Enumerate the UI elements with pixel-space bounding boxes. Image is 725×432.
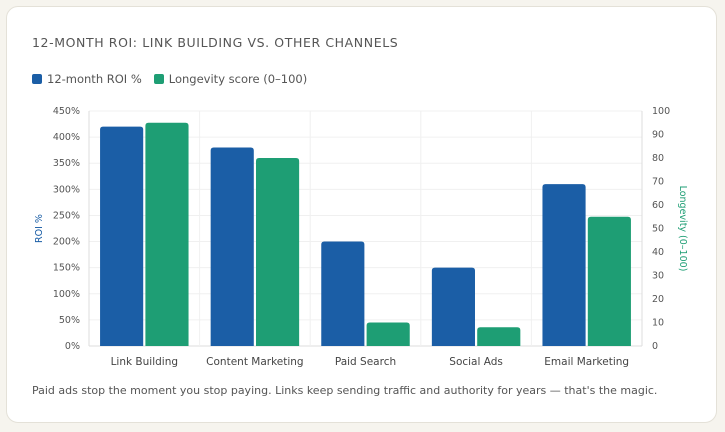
x-tick-label: Content Marketing xyxy=(206,356,303,368)
y-tick-label: 150% xyxy=(53,263,80,274)
bar-roi xyxy=(100,126,144,346)
legend-item-longevity[interactable]: Longevity score (0–100) xyxy=(153,72,308,86)
bar-longevity xyxy=(145,122,189,346)
y2-tick-label: 90 xyxy=(652,130,664,141)
y-tick-label: 100% xyxy=(53,289,80,300)
x-tick-label: Social Ads xyxy=(449,356,503,368)
y2-tick-label: 70 xyxy=(652,177,664,188)
y-tick-label: 350% xyxy=(53,158,80,169)
footnote: Paid ads stop the moment you stop paying… xyxy=(32,384,658,397)
legend-swatch xyxy=(153,74,164,84)
bar-longevity xyxy=(477,327,521,346)
y-tick-label: 50% xyxy=(59,315,80,326)
y2-tick-label: 40 xyxy=(652,247,664,258)
y-tick-label: 200% xyxy=(53,237,80,248)
y2-tick-label: 80 xyxy=(652,153,664,164)
y2-tick-label: 100 xyxy=(652,106,670,117)
x-tick-label: Link Building xyxy=(111,356,178,368)
legend-swatch xyxy=(32,74,42,84)
chart-title: 12-MONTH ROI: LINK BUILDING VS. OTHER CH… xyxy=(32,35,399,50)
y-tick-label: 0% xyxy=(65,341,80,352)
bar-roi xyxy=(431,267,475,346)
y2-axis-label: Longevity (0–100) xyxy=(677,186,688,272)
bar-roi xyxy=(210,147,254,346)
bar-longevity xyxy=(587,216,631,346)
y-tick-label: 250% xyxy=(53,210,80,221)
y2-tick-label: 20 xyxy=(652,294,664,305)
y2-tick-label: 50 xyxy=(652,224,664,235)
y-tick-label: 450% xyxy=(53,106,80,117)
y-tick-label: 300% xyxy=(53,184,80,195)
bar-roi xyxy=(542,184,586,346)
y2-tick-label: 0 xyxy=(652,341,658,352)
y2-tick-label: 30 xyxy=(652,271,664,282)
x-tick-label: Paid Search xyxy=(335,356,396,368)
bar-longevity xyxy=(256,158,300,346)
legend-label: Longevity score (0–100) xyxy=(168,72,308,86)
bar-longevity xyxy=(366,322,410,346)
legend-label: 12-month ROI % xyxy=(47,72,142,86)
y-tick-label: 400% xyxy=(53,132,80,143)
bar-roi xyxy=(321,241,365,346)
y-axis-label: ROI % xyxy=(34,214,45,243)
y2-tick-label: 10 xyxy=(652,318,664,329)
legend-item-roi[interactable]: 12-month ROI % xyxy=(32,72,142,86)
y2-tick-label: 60 xyxy=(652,200,664,211)
x-tick-label: Email Marketing xyxy=(544,356,629,368)
legend: 12-month ROI % Longevity score (0–100) xyxy=(32,72,307,86)
